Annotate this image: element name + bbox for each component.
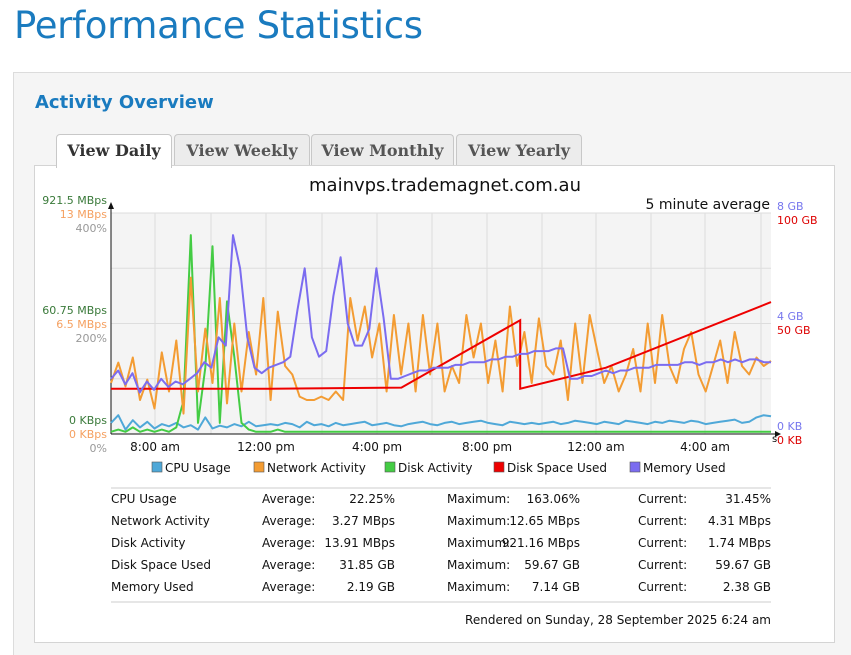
stats-avg-label: Average: (262, 558, 315, 572)
legend-label-disk: Disk Activity (398, 461, 472, 475)
chart-title: mainvps.trademagnet.com.au (309, 175, 581, 196)
legend-swatch-memory (629, 461, 641, 473)
stats-cur-value: 4.31 MBps (708, 514, 771, 528)
legend-label-memory: Memory Used (643, 461, 726, 475)
y2-tick-mem-mid: 4 GB (777, 310, 804, 323)
stats-max-value: 7.14 GB (532, 580, 580, 594)
x-axis-arrow (775, 431, 781, 437)
series-disk-space-used (111, 301, 772, 390)
stats-max-value: 12.65 MBps (509, 514, 580, 528)
stats-avg-value: 3.27 MBps (332, 514, 395, 528)
stats-avg-label: Average: (262, 536, 315, 550)
stats-cur-value: 59.67 GB (715, 558, 771, 572)
stats-max-label: Maximum: (447, 580, 510, 594)
stats-cur-label: Current: (638, 514, 687, 528)
y2-tick-disk-max: 100 GB (777, 214, 818, 227)
legend-label-network: Network Activity (267, 461, 366, 475)
tab-view-weekly[interactable]: View Weekly (174, 134, 310, 167)
tab-view-yearly[interactable]: View Yearly (456, 134, 582, 167)
rendered-timestamp: Rendered on Sunday, 28 September 2025 6:… (465, 613, 771, 627)
stats-avg-value: 22.25% (349, 492, 395, 506)
stats-avg-value: 2.19 GB (347, 580, 395, 594)
legend-label-diskspace: Disk Space Used (507, 461, 607, 475)
panel-title: Activity Overview (35, 92, 214, 113)
activity-panel: Activity Overview View Daily View Weekly… (13, 72, 851, 655)
x-tick-label: 12:00 pm (237, 440, 295, 454)
series-memory-used (110, 234, 771, 394)
stats-row-name: Disk Activity (111, 536, 185, 550)
stats-avg-label: Average: (262, 514, 315, 528)
legend-swatch-network (253, 461, 265, 473)
performance-chart: mainvps.trademagnet.com.au 5 minute aver… (42, 175, 818, 627)
stats-max-label: Maximum: (447, 514, 510, 528)
y-tick-net-mid: 6.5 MBps (56, 318, 107, 331)
y-tick-net-max: 13 MBps (60, 208, 108, 221)
stats-cur-label: Current: (638, 558, 687, 572)
y-axis-arrow (108, 202, 114, 209)
y-tick-net-min: 0 KBps (69, 428, 107, 441)
stats-avg-label: Average: (262, 492, 315, 506)
y-tick-disk-mid: 60.75 MBps (42, 304, 107, 317)
x-axis-end-marker: s (772, 434, 777, 445)
grid-lines (111, 212, 771, 434)
stats-max-value: 921.16 MBps (502, 536, 580, 550)
y2-tick-mem-min: 0 KB (777, 420, 802, 433)
stats-max-label: Maximum: (447, 536, 510, 550)
stats-cur-value: 1.74 MBps (708, 536, 771, 550)
stats-max-label: Maximum: (447, 492, 510, 506)
x-tick-label: 4:00 pm (352, 440, 402, 454)
legend-label-cpu: CPU Usage (165, 461, 231, 475)
stats-cur-label: Current: (638, 536, 687, 550)
stats-avg-value: 13.91 MBps (324, 536, 395, 550)
stats-cur-label: Current: (638, 492, 687, 506)
stats-cur-value: 31.45% (725, 492, 771, 506)
stats-row-name: Memory Used (111, 580, 194, 594)
legend-swatch-disk (384, 461, 396, 473)
stats-cur-value: 2.38 GB (723, 580, 771, 594)
legend-swatch-diskspace (493, 461, 505, 473)
series-network-activity (110, 276, 772, 415)
tab-view-monthly[interactable]: View Monthly (311, 134, 454, 167)
x-tick-label: 12:00 am (567, 440, 624, 454)
tab-view-daily[interactable]: View Daily (56, 134, 172, 168)
y-tick-cpu-mid: 200% (76, 332, 107, 345)
stats-cur-label: Current: (638, 580, 687, 594)
y2-tick-disk-mid: 50 GB (777, 324, 811, 337)
stats-max-value: 59.67 GB (524, 558, 580, 572)
stats-row-name: CPU Usage (111, 492, 177, 506)
graph-container: mainvps.trademagnet.com.au 5 minute aver… (34, 165, 835, 643)
stats-max-label: Maximum: (447, 558, 510, 572)
y2-tick-mem-max: 8 GB (777, 200, 804, 213)
page-title: Performance Statistics (14, 4, 423, 47)
legend: CPU Usage Network Activity Disk Activity… (151, 461, 726, 475)
stats-avg-value: 31.85 GB (339, 558, 395, 572)
y2-tick-disk-min: 0 KB (777, 434, 802, 447)
x-tick-label: 8:00 am (130, 440, 180, 454)
stats-row-name: Disk Space Used (111, 558, 211, 572)
x-tick-label: 4:00 am (680, 440, 730, 454)
stats-max-value: 163.06% (527, 492, 580, 506)
y-tick-cpu-max: 400% (76, 222, 107, 235)
stats-avg-label: Average: (262, 580, 315, 594)
y-tick-cpu-min: 0% (90, 442, 107, 455)
legend-swatch-cpu (151, 461, 163, 473)
y-tick-disk-max: 921.5 MBps (42, 194, 107, 207)
y-tick-disk-min: 0 KBps (69, 414, 107, 427)
stats-row-name: Network Activity (111, 514, 210, 528)
series-disk-activity (110, 234, 771, 433)
series-cpu-usage (110, 414, 772, 431)
x-tick-label: 8:00 pm (462, 440, 512, 454)
series-layer (110, 234, 772, 433)
stats-table: CPU Usage Average: 22.25% Maximum: 163.0… (111, 492, 771, 594)
chart-subtitle: 5 minute average (646, 197, 771, 213)
